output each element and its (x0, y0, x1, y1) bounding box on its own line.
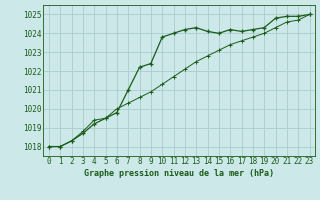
X-axis label: Graphe pression niveau de la mer (hPa): Graphe pression niveau de la mer (hPa) (84, 169, 274, 178)
